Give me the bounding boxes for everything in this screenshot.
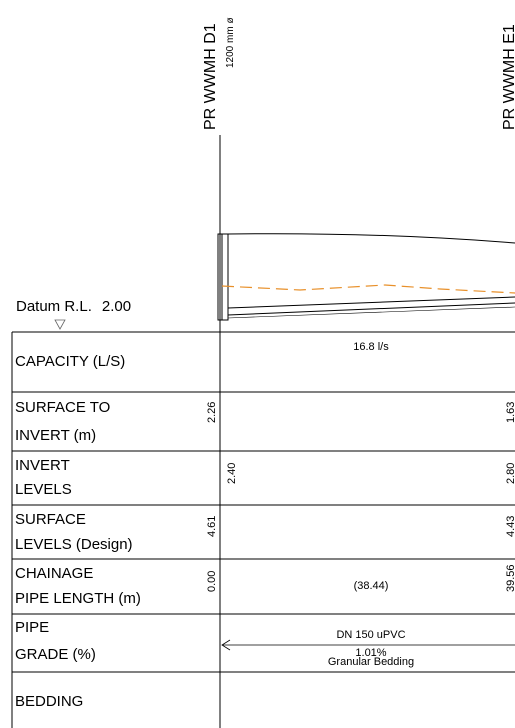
- datum-label: Datum R.L. 2.00: [16, 298, 131, 315]
- surface-to-invert-end: 1.63: [505, 402, 515, 423]
- row-label-chainage: CHAINAGE: [15, 565, 93, 582]
- row-label-surface-levels: SURFACE: [15, 511, 86, 528]
- row-label-pipe-2: GRADE (%): [15, 646, 96, 663]
- surface-to-invert-start: 2.26: [206, 402, 218, 423]
- bedding-value: Granular Bedding: [328, 656, 414, 668]
- row-label-invert-levels: INVERT: [15, 457, 70, 474]
- row-label-invert-levels-2: LEVELS: [15, 481, 72, 498]
- row-label-pipe: PIPE: [15, 619, 49, 636]
- manhole-e1-label: PR WWMH E1: [501, 24, 515, 130]
- pipe-obvert-line: [227, 296, 515, 309]
- surface-level-start: 4.61: [206, 516, 218, 537]
- grade-value: 1.01%: [355, 647, 386, 659]
- surface-level-end: 4.43: [505, 516, 515, 537]
- water-level-line: [221, 284, 515, 294]
- chainage-start: 0.00: [206, 571, 218, 592]
- invert-level-end: 2.80: [505, 463, 515, 484]
- datum-triangle-icon: [54, 319, 66, 330]
- ground-surface-line: [227, 233, 515, 244]
- capacity-value: 16.8 l/s: [353, 341, 389, 353]
- row-label-surface-to-invert: SURFACE TO: [15, 399, 110, 416]
- pipe-bottom-line: [227, 306, 515, 319]
- pipe-invert-line: [227, 302, 515, 316]
- row-label-chainage-2: PIPE LENGTH (m): [15, 590, 141, 607]
- arrow-left-icon: [221, 639, 231, 651]
- chainage-end: 39.56: [505, 564, 515, 592]
- manhole-d1-label: PR WWMH D1: [202, 23, 219, 130]
- row-label-capacity: CAPACITY (L/S): [15, 353, 125, 370]
- manhole-d1-diameter: 1200 mm ø: [225, 17, 236, 68]
- pipe-length-value: (38.44): [354, 580, 389, 592]
- row-label-surface-levels-2: LEVELS (Design): [15, 536, 133, 553]
- manhole-d1-chamber: [217, 233, 229, 321]
- pipe-spec-value: DN 150 uPVC: [336, 629, 405, 641]
- row-label-bedding: BEDDING: [15, 693, 83, 710]
- row-label-surface-to-invert-2: INVERT (m): [15, 427, 96, 444]
- invert-level-start: 2.40: [226, 463, 238, 484]
